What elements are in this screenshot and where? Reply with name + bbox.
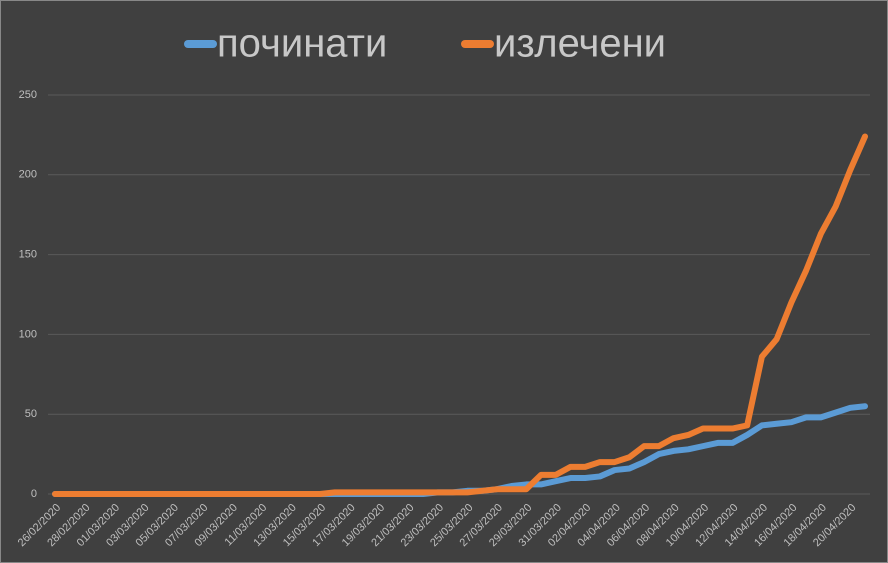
y-tick-label: 50: [25, 408, 37, 420]
y-tick-label: 0: [31, 488, 37, 500]
y-tick-label: 100: [19, 328, 37, 340]
legend-label: починати: [217, 22, 387, 66]
y-tick-label: 150: [19, 249, 37, 261]
legend-label: излечени: [494, 22, 666, 66]
y-tick-label: 200: [19, 169, 37, 181]
y-tick-label: 250: [19, 89, 37, 101]
series-line: [52, 133, 868, 497]
